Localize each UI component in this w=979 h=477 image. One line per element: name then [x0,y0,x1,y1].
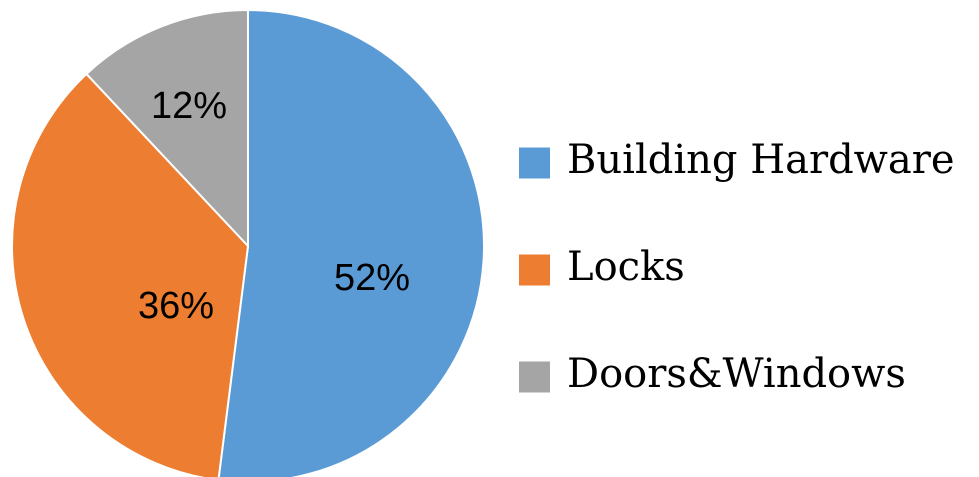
data-label-3: 12% [151,85,227,127]
pie-data-labels: 52% 36% 12% [138,85,410,327]
legend-swatch-1 [519,147,550,179]
legend-label-1: Building Hardware [567,137,955,183]
legend-swatch-3 [519,361,550,393]
pie-slice-2 [11,72,250,477]
legend-swatch-2 [519,254,550,286]
legend-item-2: Locks [519,244,685,290]
legend-item-1: Building Hardware [519,137,955,183]
legend-label-3: Doors&Windows [567,351,906,397]
legend-item-3: Doors&Windows [519,351,906,397]
data-label-2: 36% [138,285,214,327]
pie-slice-1 [217,8,485,477]
pie-slice-3 [85,8,249,249]
legend: Building Hardware Locks Doors&Windows [519,137,955,397]
pie-slices [11,8,485,477]
legend-label-2: Locks [567,244,685,290]
data-label-1: 52% [334,257,410,299]
